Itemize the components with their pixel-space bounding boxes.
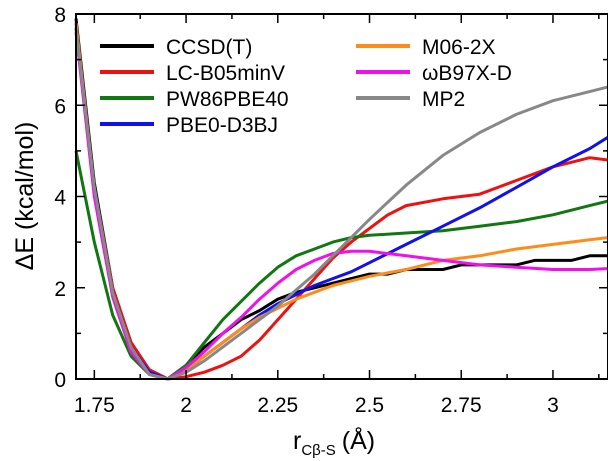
x-axis-title-main: r [293, 427, 301, 455]
x-tick-label: 2.75 [441, 394, 482, 417]
y-tick-label: 0 [54, 369, 66, 392]
series-line-pw86pbe40 [74, 150, 608, 381]
x-tick-label: 1.75 [74, 394, 115, 417]
series-layer [74, 18, 608, 381]
y-tick-label: 8 [54, 4, 66, 27]
series-line-ccsd-t [74, 18, 608, 381]
series-line-lc-b05minv [74, 22, 608, 381]
x-tick-label: 2 [180, 394, 192, 417]
x-axis-title-unit: (Å) [342, 425, 375, 455]
x-tick-label: 3 [547, 394, 559, 417]
legend-label-pbe0-d3bj: PBE0-D3BJ [166, 114, 278, 137]
series-line-m06-2x [74, 22, 608, 381]
legend-label-lc-b05minv: LC-B05minV [166, 62, 285, 85]
x-tick-label: 2.25 [257, 394, 298, 417]
series-line-mp2 [74, 27, 608, 381]
legend-label-pw86pbe40: PW86PBE40 [166, 88, 289, 111]
x-tick-label: 2.5 [355, 394, 384, 417]
y-axis-title: ΔE (kcal/mol) [11, 122, 39, 271]
legend-label-ccsd-t: CCSD(T) [166, 36, 252, 59]
legend-label-m06-2x: M06-2X [422, 36, 496, 59]
x-axis-title: rCβ-S (Å) [293, 425, 375, 459]
y-tick-label: 4 [54, 187, 66, 210]
y-tick-label: 6 [54, 95, 66, 118]
series-line-b97x-d [74, 32, 608, 381]
legend: CCSD(T) LC-B05minV PW86PBE40 PBE0-D3BJ M06-2… [100, 36, 512, 137]
legend-label-b97x-d: ωB97X-D [422, 62, 512, 85]
plot-frame [75, 13, 608, 380]
x-axis-title-subscript: Cβ-S [301, 442, 335, 459]
y-tick-label: 2 [54, 278, 66, 301]
series-line-pbe0-d3bj [74, 27, 608, 381]
legend-label-mp2: MP2 [422, 88, 465, 111]
tick-layer: 1.75 2 2.25 2.5 2.75 3 0 2 4 6 8 [54, 4, 608, 417]
